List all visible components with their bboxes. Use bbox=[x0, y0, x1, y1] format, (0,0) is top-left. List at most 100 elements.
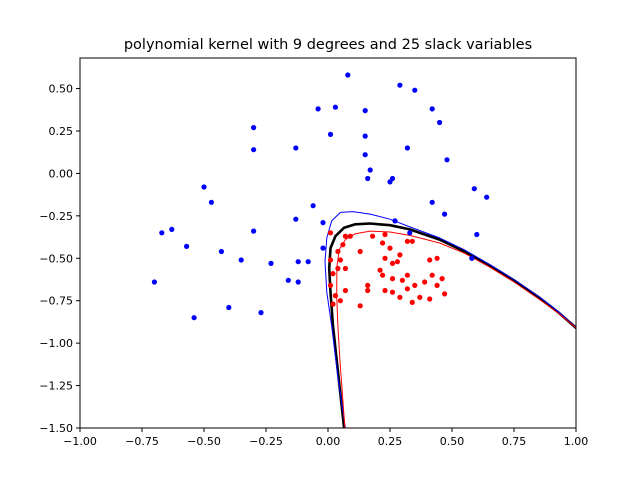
chart-title: polynomial kernel with 9 degrees and 25 … bbox=[124, 37, 532, 53]
red-data-point bbox=[427, 257, 433, 263]
red-data-point bbox=[404, 238, 410, 244]
blue-data-point bbox=[251, 228, 257, 234]
red-data-point bbox=[380, 272, 386, 278]
red-data-point bbox=[382, 287, 388, 294]
y-tick-label: −0.50 bbox=[39, 252, 73, 265]
blue-data-point bbox=[320, 245, 326, 251]
red-data-point bbox=[335, 248, 341, 255]
x-tick-label: 0.00 bbox=[316, 435, 341, 448]
red-data-point bbox=[434, 282, 440, 288]
blue-data-point bbox=[169, 226, 175, 232]
red-data-point bbox=[365, 287, 371, 294]
y-tick-label: 0.00 bbox=[49, 167, 74, 180]
red-data-point bbox=[429, 272, 435, 278]
blue-data-point bbox=[437, 119, 443, 126]
blue-data-point bbox=[362, 133, 368, 139]
red-data-point bbox=[342, 265, 348, 272]
red-data-point bbox=[387, 245, 393, 251]
red-data-point bbox=[389, 260, 396, 266]
red-data-point bbox=[389, 289, 396, 295]
blue-data-point bbox=[315, 106, 321, 112]
red-data-point bbox=[409, 299, 415, 305]
red-data-point bbox=[397, 252, 403, 258]
blue-data-point bbox=[407, 230, 413, 236]
red-data-point bbox=[439, 276, 445, 282]
blue-data-point bbox=[444, 157, 450, 163]
red-data-point bbox=[330, 271, 336, 277]
blue-data-point bbox=[387, 179, 393, 185]
red-data-point bbox=[377, 267, 383, 273]
red-data-point bbox=[409, 238, 415, 244]
blue-data-point bbox=[295, 279, 301, 285]
red-data-point bbox=[380, 240, 386, 246]
blue-data-point bbox=[208, 199, 214, 205]
margin-boundary-1 bbox=[324, 211, 576, 428]
red-data-point bbox=[382, 255, 388, 261]
blue-data-point bbox=[218, 248, 224, 255]
blue-data-point bbox=[392, 218, 398, 224]
x-tick-label: −1.00 bbox=[63, 435, 97, 448]
red-data-point bbox=[417, 294, 423, 300]
blue-data-point bbox=[258, 310, 264, 316]
red-data-point bbox=[357, 248, 363, 255]
boundary-layer bbox=[324, 211, 576, 428]
red-data-point bbox=[399, 277, 405, 283]
red-data-point bbox=[434, 255, 440, 261]
red-data-point bbox=[337, 257, 343, 263]
blue-data-point bbox=[305, 259, 311, 265]
blue-data-point bbox=[429, 106, 435, 112]
blue-data-point bbox=[474, 231, 480, 238]
red-data-point bbox=[382, 231, 388, 238]
blue-data-point bbox=[471, 186, 477, 192]
y-tick-label: −0.25 bbox=[39, 210, 73, 223]
blue-data-point bbox=[295, 259, 301, 265]
blue-data-point bbox=[293, 216, 299, 222]
red-data-point bbox=[365, 282, 371, 288]
red-data-point bbox=[335, 265, 341, 272]
blue-data-point bbox=[184, 243, 190, 249]
decision-boundary bbox=[327, 222, 576, 428]
red-data-point bbox=[370, 233, 376, 239]
y-tick-label: −1.25 bbox=[39, 380, 73, 393]
blue-data-point bbox=[412, 87, 418, 93]
red-data-point bbox=[412, 282, 418, 288]
y-tick-label: −1.00 bbox=[39, 337, 73, 350]
x-tick-label: 0.50 bbox=[440, 435, 465, 448]
red-data-point bbox=[357, 303, 363, 309]
blue-data-point bbox=[327, 131, 334, 137]
red-data-point bbox=[347, 233, 353, 239]
x-tick-label: 0.75 bbox=[502, 435, 527, 448]
red-data-point bbox=[330, 301, 336, 307]
x-tick-label: 1.00 bbox=[564, 435, 589, 448]
point-layer bbox=[151, 72, 490, 321]
blue-data-point bbox=[251, 147, 257, 153]
x-tick-label: −0.75 bbox=[125, 435, 159, 448]
blue-data-point bbox=[362, 108, 368, 114]
red-data-point bbox=[389, 276, 396, 282]
blue-data-point bbox=[293, 145, 299, 151]
blue-data-point bbox=[159, 230, 165, 236]
y-tick-label: 0.50 bbox=[49, 83, 74, 96]
x-tick-label: −0.50 bbox=[187, 435, 221, 448]
blue-data-point bbox=[442, 211, 448, 217]
red-data-point bbox=[327, 257, 334, 263]
red-data-point bbox=[394, 259, 400, 265]
margin-boundary-2 bbox=[336, 230, 576, 428]
blue-data-point bbox=[367, 167, 373, 173]
red-data-point bbox=[327, 282, 334, 288]
red-data-point bbox=[342, 233, 348, 239]
y-tick-label: −1.50 bbox=[39, 422, 73, 435]
y-tick-label: −0.75 bbox=[39, 295, 73, 308]
blue-data-point bbox=[251, 125, 257, 131]
blue-data-point bbox=[397, 82, 403, 88]
red-data-point bbox=[340, 242, 346, 248]
blue-data-point bbox=[268, 260, 274, 266]
red-data-point bbox=[404, 286, 410, 292]
blue-data-point bbox=[226, 304, 232, 311]
blue-data-point bbox=[332, 104, 338, 110]
blue-data-point bbox=[320, 220, 326, 226]
blue-data-point bbox=[191, 315, 197, 321]
blue-data-point bbox=[469, 255, 475, 261]
blue-data-point bbox=[404, 145, 410, 151]
